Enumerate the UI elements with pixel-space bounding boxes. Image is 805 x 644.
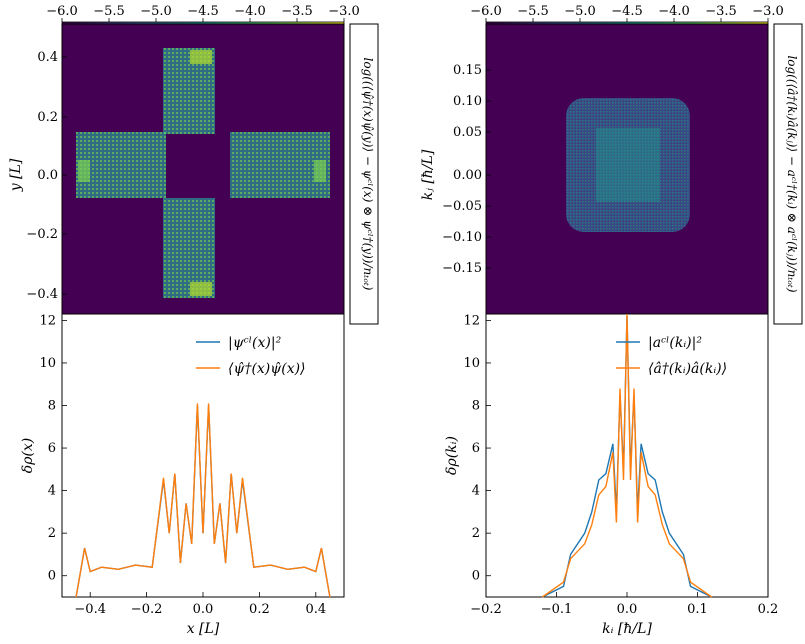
density-position-ytick-label: 10 [39, 356, 56, 371]
heatmap-position-ytick-label: −0.4 [26, 287, 58, 302]
heatmap-momentum-ytick-label: 0.10 [453, 94, 482, 109]
density-position-xtick-label: 0.0 [193, 602, 214, 617]
density-momentum-xlabel: kᵢ [ħ/L] [602, 621, 652, 637]
colorbar-left-tick-label: −6.0 [46, 4, 78, 19]
density-position-ytick-label: 12 [39, 313, 56, 328]
colorbar-left-tick-label: −3.5 [281, 4, 313, 19]
density-position-xtick-label: −0.4 [74, 602, 106, 617]
colorbar-left-tick-label: −4.5 [187, 4, 219, 19]
density-momentum-axes [485, 313, 769, 598]
density-position-ytick-label: 4 [48, 484, 56, 499]
heatmap-momentum-ytick-label: −0.15 [442, 261, 482, 276]
density-position-ytick-label: 2 [48, 526, 56, 541]
density-position-legend-label: ⟨ψ̂†(x)ψ̂(x)⟩ [228, 361, 306, 377]
heatmap-position-ylabel: y [L] [8, 158, 24, 192]
heatmap-momentum-ytick-label: 0.15 [453, 63, 482, 78]
colorbar-left-tick-label: −5.0 [140, 4, 172, 19]
density-position-plot: −0.4 −0.2 0.0 0.2 0.4 0 2 4 6 8 10 12 x [L] δρ(x) |ψᶜˡ… [20, 313, 345, 637]
density-position-legend-label: |ψᶜˡ(x)|² [228, 335, 282, 351]
density-position-ytick-label: 6 [48, 441, 56, 456]
density-momentum-ytick-label: 4 [472, 484, 480, 499]
colorbar-left-tick-label: −5.5 [93, 4, 125, 19]
heatmap-momentum-ytick-label: −0.10 [442, 230, 482, 245]
heatmap-momentum-ytick-label: −0.05 [442, 199, 482, 214]
density-momentum-plot: −0.2 −0.1 0.0 0.1 0.2 0 2 4 6 8 10 12 kᵢ [ħ/L] δρ(kᵢ)… [444, 313, 778, 637]
density-momentum-ytick-label: 10 [463, 356, 480, 371]
colorbar-right-tick-label: −6.0 [470, 4, 502, 19]
density-position-xtick-label: 0.2 [249, 602, 270, 617]
colorbar-right-tick-label: −5.0 [564, 4, 596, 19]
heatmap-position-ytick-label: 0.0 [37, 168, 58, 183]
density-momentum-ytick-label: 2 [472, 526, 480, 541]
density-momentum-xtick-label: −0.2 [470, 602, 502, 617]
colorbar-right-ticks: −6.0 −5.5 −5.0 −4.5 −4.0 −3.5 −3.0 [470, 4, 784, 22]
heatmap-momentum-ytick-label: 0.00 [453, 168, 482, 183]
density-momentum-xtick-label: 0.2 [758, 602, 779, 617]
colorbar-right-tick-label: −3.5 [705, 4, 737, 19]
density-momentum-xtick-label: −0.1 [541, 602, 573, 617]
heatmap-position: 0.4 0.2 0.0 −0.2 −0.4 y [L] log((⟨ψ̂†(x)ψ̂(y… [8, 23, 379, 325]
density-momentum-ytick-label: 0 [472, 569, 480, 584]
heatmap-position-ytick-label: −0.2 [26, 227, 58, 242]
colorbar-right-tick-label: −4.5 [611, 4, 643, 19]
density-position-xlabel: x [L] [187, 621, 220, 637]
heatmap-momentum-cbar-label: log((⟨â†(kᵢ)â(kⱼ)⟩ − aᶜˡ†(kᵢ) ⊗ aᶜˡ(kⱼ))… [785, 55, 799, 292]
heatmap-position-cross [76, 48, 330, 298]
density-momentum-xtick-label: 0.0 [617, 602, 638, 617]
colorbar-left-tick-label: −4.0 [234, 4, 266, 19]
density-momentum-xtick-label: 0.1 [687, 602, 708, 617]
density-momentum-legend-label: ⟨â†(kᵢ)â(kᵢ)⟩ [648, 361, 727, 377]
density-momentum-ylabel: δρ(kᵢ) [444, 436, 460, 475]
density-momentum-series-1 [541, 313, 713, 598]
heatmap-position-ytick-label: 0.4 [37, 50, 58, 65]
density-momentum-ytick-label: 6 [472, 441, 480, 456]
density-momentum-legend-label: |aᶜˡ(kᵢ)|² [648, 335, 702, 351]
density-momentum-ytick-label: 12 [463, 313, 480, 328]
heatmap-momentum-ytick-label: 0.05 [453, 125, 482, 140]
density-position-xtick-label: 0.4 [305, 602, 326, 617]
density-position-series-1 [75, 403, 331, 598]
heatmap-momentum-ylabel: kⱼ [ħ/L] [420, 149, 436, 200]
heatmap-momentum: 0.15 0.10 0.05 0.00 −0.05 −0.10 −0.15 kⱼ [ħ/L]… [420, 23, 803, 325]
colorbar-right-tick-label: −5.5 [517, 4, 549, 19]
heatmap-position-ytick-label: 0.2 [37, 110, 58, 125]
density-position-xtick-label: −0.2 [131, 602, 163, 617]
density-position-ytick-label: 0 [48, 569, 56, 584]
density-momentum-ytick-label: 8 [472, 398, 480, 413]
colorbar-right-tick-label: −3.0 [752, 4, 784, 19]
colorbar-left-ticks: −6.0 −5.5 −5.0 −4.5 −4.0 −3.5 −3.0 [46, 4, 360, 22]
density-position-ytick-label: 8 [48, 398, 56, 413]
density-position-ylabel: δρ(x) [20, 438, 36, 473]
colorbar-left-tick-label: −3.0 [328, 4, 360, 19]
density-position-axes [61, 313, 345, 598]
colorbar-right-tick-label: −4.0 [658, 4, 690, 19]
heatmap-position-cbar-label: log((⟨ψ̂†(x)ψ̂(y)⟩ − ψᶜˡ(x) ⊗ ψᶜˡ†(y))/n… [361, 58, 375, 291]
